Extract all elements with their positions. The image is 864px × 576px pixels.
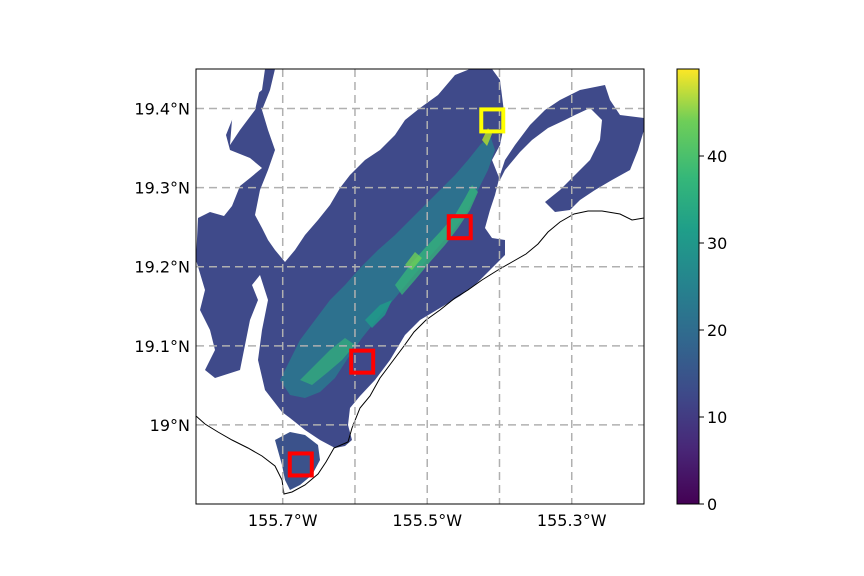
swath-bright-3 bbox=[405, 252, 422, 270]
data-field bbox=[196, 69, 644, 490]
red-box-1 bbox=[446, 214, 473, 241]
colorbar-tick-label: 10 bbox=[707, 408, 727, 427]
red-box-3 bbox=[287, 451, 314, 478]
swath-gap-2 bbox=[512, 205, 535, 228]
colorbar-tick-label: 0 bbox=[707, 495, 717, 514]
yellow-box bbox=[479, 107, 506, 134]
lon-tick-label: 155.7°W bbox=[248, 511, 318, 530]
lon-tick-label: 155.3°W bbox=[537, 511, 607, 530]
coastline bbox=[196, 210, 644, 495]
red-box-2 bbox=[349, 348, 376, 375]
colorbar-tick-label: 40 bbox=[707, 147, 727, 166]
swath-bright-1 bbox=[395, 185, 478, 295]
latitude-tick-labels: 19.4°N 19.3°N 19.2°N 19.1°N 19°N bbox=[134, 100, 190, 435]
swath-mid bbox=[280, 135, 495, 398]
colorbar-tick-label: 20 bbox=[707, 321, 727, 340]
swath-gap-1 bbox=[230, 75, 262, 145]
gridlines bbox=[196, 69, 644, 504]
lat-tick-label: 19.1°N bbox=[134, 337, 190, 356]
marker-boxes bbox=[287, 107, 506, 478]
swath-bright-2 bbox=[300, 338, 355, 385]
colorbar-tick-label: 30 bbox=[707, 234, 727, 253]
swath-bright-4 bbox=[365, 300, 392, 328]
colorbar bbox=[676, 68, 700, 505]
colorbar-ticks: 0 10 20 30 40 bbox=[699, 147, 727, 514]
map-frame bbox=[195, 68, 645, 505]
lat-tick-label: 19.2°N bbox=[134, 258, 190, 277]
lon-tick-label: 155.5°W bbox=[392, 511, 462, 530]
lat-tick-label: 19.3°N bbox=[134, 179, 190, 198]
lat-tick-label: 19.4°N bbox=[134, 100, 190, 119]
lat-tick-label: 19°N bbox=[150, 416, 190, 435]
longitude-tick-labels: 155.7°W 155.5°W 155.3°W bbox=[248, 511, 607, 530]
